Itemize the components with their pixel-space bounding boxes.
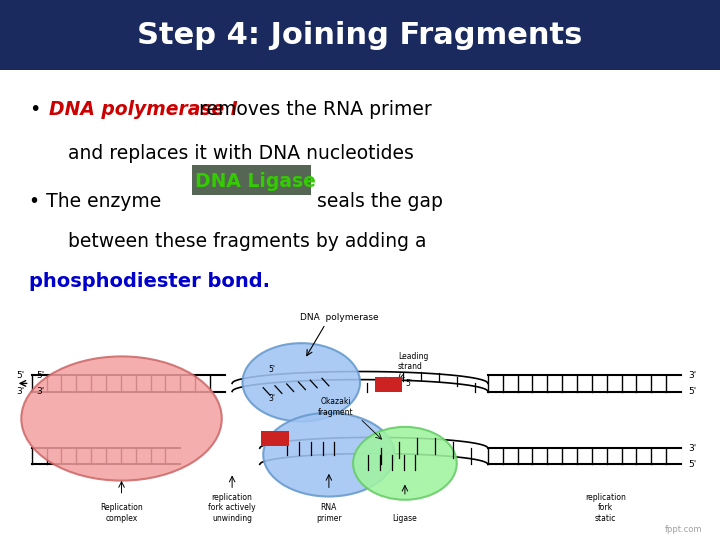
Text: Replication
complex: Replication complex: [100, 503, 143, 523]
Text: DNA  polymerase: DNA polymerase: [300, 313, 379, 322]
Text: seals the gap: seals the gap: [311, 192, 443, 211]
Text: 3': 3': [16, 387, 24, 396]
Text: replication
fork actively
unwinding: replication fork actively unwinding: [208, 493, 256, 523]
Text: phosphodiester bond.: phosphodiester bond.: [29, 272, 270, 291]
Polygon shape: [0, 70, 187, 146]
Text: 5': 5': [405, 379, 412, 388]
Text: • The enzyme: • The enzyme: [29, 192, 167, 211]
Text: 5': 5': [16, 371, 24, 380]
Ellipse shape: [243, 343, 360, 421]
Ellipse shape: [22, 356, 222, 481]
Text: Step 4: Joining Fragments: Step 4: Joining Fragments: [138, 21, 582, 50]
Text: and replaces it with DNA nucleotides: and replaces it with DNA nucleotides: [68, 144, 414, 163]
Text: 3': 3': [37, 387, 45, 396]
Text: •: •: [29, 100, 40, 119]
FancyBboxPatch shape: [374, 377, 402, 392]
Polygon shape: [0, 70, 180, 194]
Text: replication
fork
static: replication fork static: [585, 493, 626, 523]
Text: 5': 5': [269, 364, 276, 374]
Text: 3': 3': [688, 444, 696, 453]
FancyBboxPatch shape: [261, 431, 289, 446]
FancyBboxPatch shape: [192, 165, 311, 195]
Text: between these fragments by adding a: between these fragments by adding a: [68, 232, 427, 251]
Text: fppt.com: fppt.com: [665, 524, 702, 534]
Ellipse shape: [264, 413, 395, 497]
Text: 5': 5': [688, 460, 696, 469]
FancyBboxPatch shape: [0, 0, 720, 70]
Text: DNA Ligase: DNA Ligase: [195, 172, 316, 191]
Text: Leading
strand: Leading strand: [398, 352, 428, 372]
Text: Ligase: Ligase: [392, 514, 418, 523]
Text: Okazaki
fragment: Okazaki fragment: [318, 397, 354, 417]
Text: 5': 5': [37, 371, 45, 380]
Text: 3': 3': [688, 371, 696, 380]
Text: DNA polymerase I: DNA polymerase I: [49, 100, 238, 119]
Text: 5': 5': [688, 387, 696, 396]
FancyBboxPatch shape: [0, 70, 720, 540]
Ellipse shape: [353, 427, 456, 500]
Text: 3': 3': [269, 394, 276, 403]
Polygon shape: [0, 70, 173, 243]
Text: RNA
primer: RNA primer: [316, 503, 342, 523]
Text: removes the RNA primer: removes the RNA primer: [49, 100, 432, 119]
